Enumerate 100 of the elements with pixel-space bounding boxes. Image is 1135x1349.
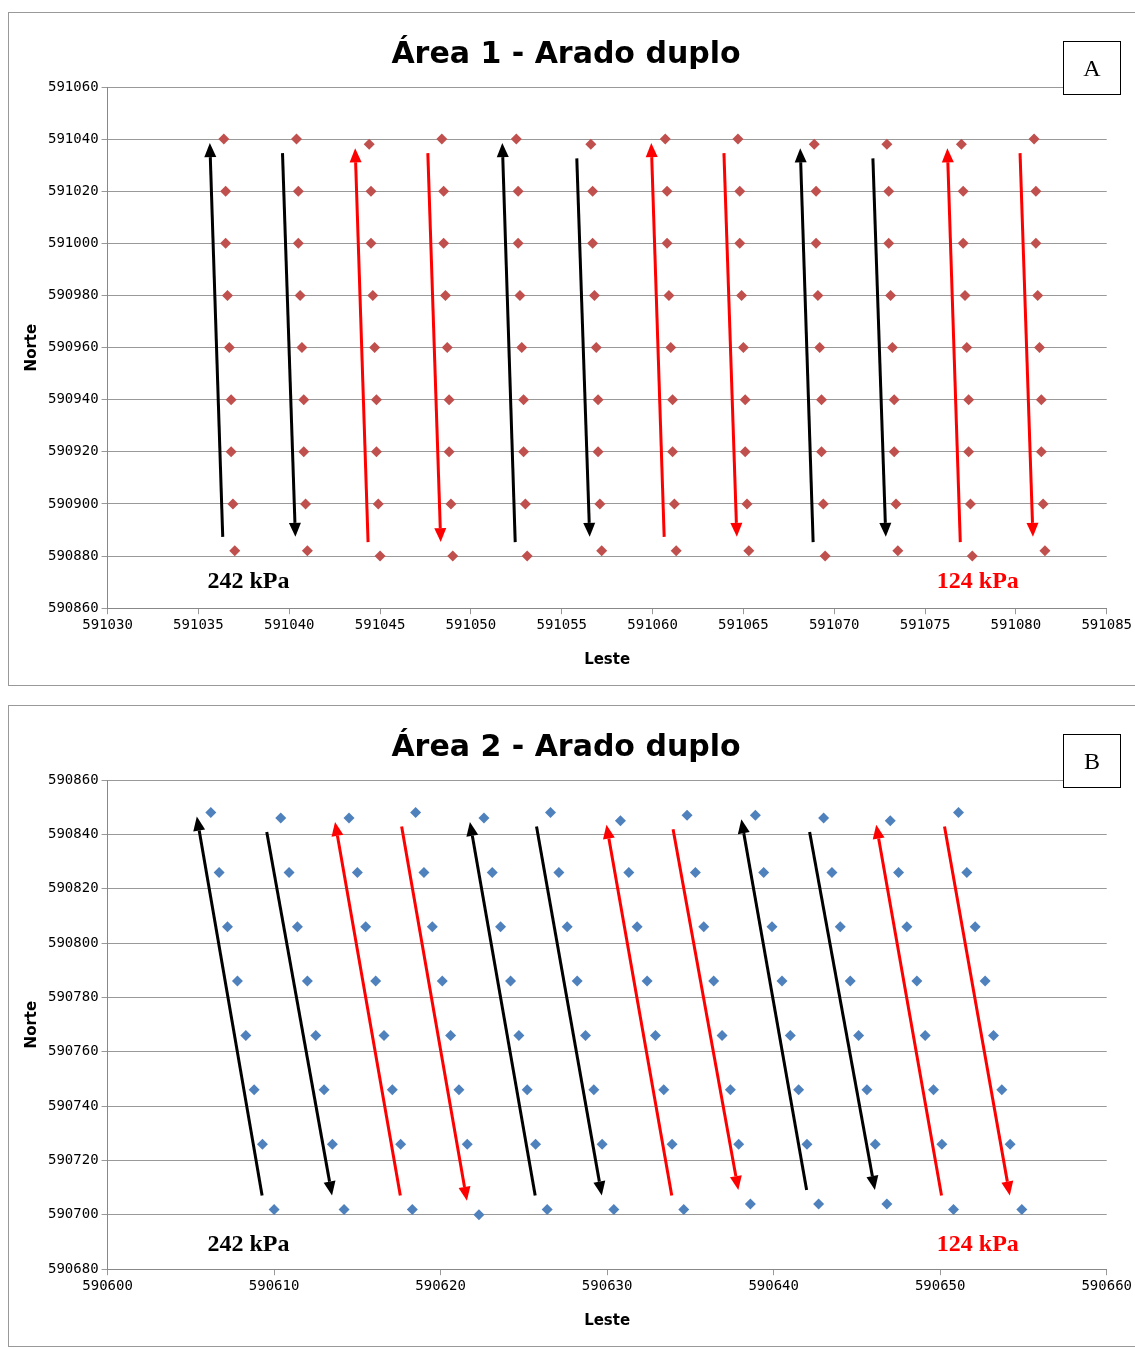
point xyxy=(784,1029,796,1041)
y-tick-label: 590740 xyxy=(47,1096,99,1113)
point xyxy=(374,550,386,562)
y-tick-label: 590900 xyxy=(47,494,99,511)
y-tick-label: 590820 xyxy=(47,879,99,896)
text: A xyxy=(1063,41,1121,95)
point xyxy=(892,545,904,557)
point xyxy=(961,866,973,878)
point xyxy=(512,185,524,197)
y-tick-label: 590940 xyxy=(47,390,99,407)
point xyxy=(395,1138,407,1150)
point xyxy=(737,342,749,354)
point xyxy=(571,975,583,987)
y-tick-label: 590680 xyxy=(47,1259,99,1276)
x-axis-title: Leste xyxy=(584,1310,631,1329)
y-tick-label: 590860 xyxy=(47,598,99,615)
point xyxy=(869,1138,881,1150)
point xyxy=(221,921,233,933)
point xyxy=(367,289,379,301)
point xyxy=(689,866,701,878)
point xyxy=(663,289,675,301)
point xyxy=(296,342,308,354)
point xyxy=(681,809,693,821)
point xyxy=(623,866,635,878)
point xyxy=(205,807,217,819)
point xyxy=(957,237,969,249)
point xyxy=(743,545,755,557)
x-tick-label: 591065 xyxy=(718,616,769,633)
point xyxy=(732,133,744,145)
point xyxy=(256,1138,268,1150)
point xyxy=(641,975,653,987)
x-tick-label: 590650 xyxy=(914,1277,966,1294)
point xyxy=(888,394,900,406)
annotation: 124 kPa xyxy=(936,566,1019,595)
point xyxy=(225,394,237,406)
point xyxy=(758,866,770,878)
point xyxy=(292,237,304,249)
point xyxy=(594,498,606,510)
y-tick-label: 590780 xyxy=(47,988,99,1005)
point xyxy=(948,1203,960,1215)
point xyxy=(369,342,381,354)
point xyxy=(445,498,457,510)
y-tick-label: 590980 xyxy=(47,286,99,303)
point xyxy=(521,1084,533,1096)
point xyxy=(231,975,243,987)
point xyxy=(801,1138,813,1150)
point xyxy=(814,342,826,354)
chart-title: Área 1 - Arado duplo xyxy=(391,34,741,70)
point xyxy=(514,289,526,301)
x-tick-label: 591085 xyxy=(1081,616,1132,633)
point xyxy=(987,1029,999,1041)
point xyxy=(1037,498,1049,510)
point xyxy=(213,866,225,878)
x-tick-label: 591055 xyxy=(536,616,588,633)
point xyxy=(227,498,239,510)
point xyxy=(724,1084,736,1096)
point xyxy=(963,394,975,406)
point xyxy=(410,807,422,819)
point xyxy=(291,133,302,145)
x-tick-label: 590600 xyxy=(82,1277,133,1294)
point xyxy=(338,1203,350,1215)
point xyxy=(966,550,978,562)
point xyxy=(885,289,897,301)
point xyxy=(301,545,313,557)
point xyxy=(220,185,232,197)
point xyxy=(996,1084,1008,1096)
x-axis-title: Leste xyxy=(584,649,631,668)
point xyxy=(590,342,602,354)
point xyxy=(881,138,893,150)
y-tick-label: 590860 xyxy=(47,770,99,787)
point xyxy=(739,446,751,458)
x-tick-label: 590630 xyxy=(581,1277,633,1294)
point xyxy=(268,1203,280,1215)
point xyxy=(834,921,846,933)
point xyxy=(365,185,377,197)
point xyxy=(776,975,788,987)
point xyxy=(596,1138,608,1150)
point xyxy=(292,185,304,197)
point xyxy=(436,975,448,987)
point xyxy=(445,1029,457,1041)
point xyxy=(888,446,900,458)
point xyxy=(585,138,597,150)
point xyxy=(826,866,838,878)
point xyxy=(893,866,905,878)
point xyxy=(592,446,604,458)
point xyxy=(240,1029,252,1041)
point xyxy=(766,921,778,933)
point xyxy=(229,545,241,557)
point xyxy=(734,185,746,197)
point xyxy=(220,237,232,249)
y-tick-label: 590920 xyxy=(47,442,99,459)
point xyxy=(661,185,673,197)
point xyxy=(957,185,969,197)
point xyxy=(553,866,565,878)
point xyxy=(936,1138,948,1150)
point xyxy=(453,1084,465,1096)
point xyxy=(928,1084,940,1096)
point xyxy=(248,1084,260,1096)
text: B xyxy=(1063,734,1121,788)
point xyxy=(741,498,753,510)
